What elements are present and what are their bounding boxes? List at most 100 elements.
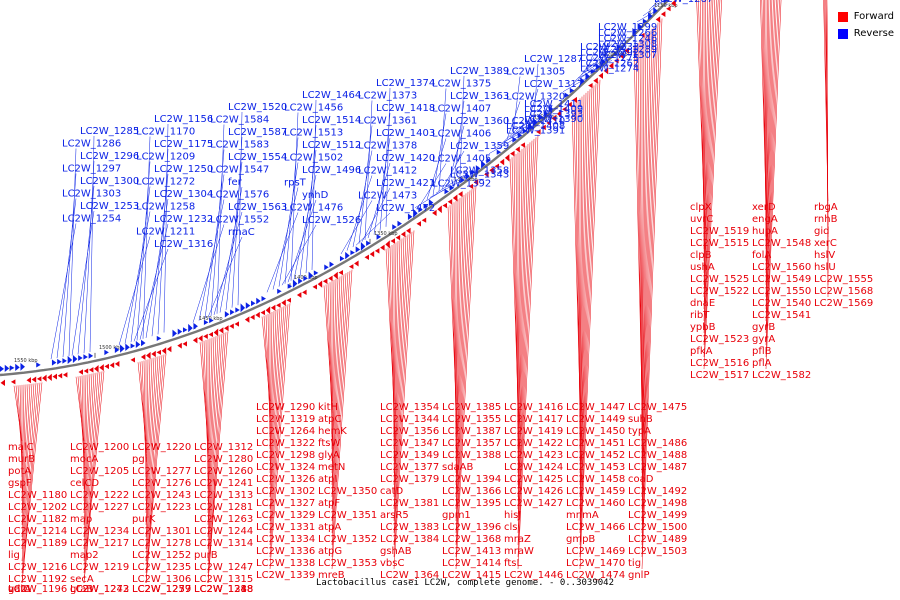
gene-label-lc2w_1387: LC2W_1387 bbox=[442, 426, 501, 437]
tick-label: 1500 kbp bbox=[99, 345, 123, 351]
forward-gene-arrow bbox=[296, 292, 302, 298]
label-leader bbox=[568, 68, 595, 87]
gene-label-lc2w_1587: LC2W_1587 bbox=[228, 127, 287, 138]
gene-label-lc2w_1355: LC2W_1355 bbox=[442, 414, 501, 425]
label-leader bbox=[83, 371, 103, 584]
label-leader bbox=[637, 42, 643, 426]
label-leader bbox=[703, 0, 707, 262]
label-leader bbox=[145, 354, 165, 584]
gene-label-hslv: hslV bbox=[814, 250, 835, 261]
forward-gene-arrow bbox=[562, 106, 567, 112]
label-leader bbox=[207, 331, 229, 584]
gene-label-lc2w_1385: LC2W_1385 bbox=[442, 402, 501, 413]
label-leader bbox=[393, 238, 403, 498]
label-leader bbox=[50, 223, 77, 360]
gene-label-lc2w_1170: LC2W_1170 bbox=[136, 127, 195, 138]
gene-label-pgi: pgi bbox=[132, 454, 147, 465]
gene-label-hisj: hisJ bbox=[504, 510, 521, 521]
label-leader bbox=[269, 310, 277, 486]
label-leader bbox=[118, 236, 151, 346]
reverse-gene-arrow bbox=[653, 7, 658, 15]
gene-label-lc2w_1513: LC2W_1513 bbox=[284, 128, 343, 139]
reverse-gene-arrow bbox=[517, 132, 523, 139]
gene-label-lc2w_1260: LC2W_1260 bbox=[194, 466, 253, 477]
gene-label-lc2w_1266: LC2W_1266 bbox=[598, 28, 657, 39]
forward-gene-arrow bbox=[0, 379, 5, 387]
label-leader bbox=[77, 185, 95, 355]
gene-label-lc2w_1450: LC2W_1450 bbox=[566, 426, 625, 437]
gene-label-lc2w_1314: LC2W_1314 bbox=[194, 538, 253, 549]
label-leader bbox=[207, 335, 219, 550]
gene-label-gyra: gyrA bbox=[752, 334, 775, 345]
reverse-gene-arrow bbox=[329, 261, 335, 268]
forward-gene-arrow bbox=[494, 163, 499, 169]
label-leader bbox=[216, 124, 225, 314]
reverse-gene-arrow bbox=[182, 327, 188, 333]
gene-label-hupa: hupA bbox=[752, 226, 778, 237]
label-leader bbox=[579, 83, 597, 546]
forward-gene-arrow bbox=[520, 142, 525, 148]
gene-label-lc2w_1555: LC2W_1555 bbox=[814, 274, 873, 285]
reverse-gene-arrow bbox=[360, 241, 366, 251]
label-leader bbox=[269, 303, 291, 570]
gene-label-lc2w_1339: LC2W_1339 bbox=[256, 570, 315, 581]
gene-label-gnlp: gnlP bbox=[628, 570, 650, 581]
gene-label-ypbb: ypbB bbox=[690, 322, 716, 333]
reverse-gene-arrow bbox=[585, 72, 590, 81]
forward-gene-arrow bbox=[26, 377, 31, 384]
gene-label-lc2w_1426: LC2W_1426 bbox=[504, 486, 563, 497]
gene-label-lc2w_1583: LC2W_1583 bbox=[210, 140, 269, 151]
forward-gene-arrow bbox=[385, 240, 390, 249]
label-leader bbox=[589, 48, 613, 68]
forward-gene-arrow bbox=[671, 0, 676, 8]
forward-gene-arrow bbox=[510, 150, 515, 157]
gene-label-ftsw: ftsW bbox=[318, 438, 340, 449]
gene-label-lc2w_1540: LC2W_1540 bbox=[752, 298, 811, 309]
gene-label-lc2w_1456: LC2W_1456 bbox=[284, 103, 343, 114]
reverse-gene-arrow bbox=[125, 343, 130, 351]
reverse-gene-arrow bbox=[135, 340, 141, 349]
gene-label-lc2w_1211: LC2W_1211 bbox=[136, 227, 195, 238]
forward-gene-arrow bbox=[437, 205, 442, 214]
gene-label-lc2w_1250: LC2W_1250 bbox=[154, 164, 213, 175]
gene-label-lc2w_1305: LC2W_1305 bbox=[506, 67, 565, 78]
gene-label-lc2w_1242: LC2W_1242 bbox=[70, 584, 129, 595]
reverse-gene-arrow bbox=[355, 246, 361, 253]
gene-label-lc2w_1359: LC2W_1359 bbox=[450, 141, 509, 152]
gene-label-lc2w_1492: LC2W_1492 bbox=[628, 486, 687, 497]
gene-label-lc2w_1470: LC2W_1470 bbox=[566, 558, 625, 569]
label-leader bbox=[579, 96, 583, 462]
forward-gene-arrow bbox=[567, 101, 572, 108]
gene-label-lc2w_1290: LC2W_1290 bbox=[256, 402, 315, 413]
label-leader bbox=[207, 334, 221, 562]
forward-gene-arrow bbox=[218, 327, 224, 334]
reverse-gene-arrow bbox=[20, 362, 25, 371]
gene-label-lc2w_1347: LC2W_1347 bbox=[380, 438, 439, 449]
label-leader bbox=[765, 0, 779, 346]
forward-gene-arrow bbox=[489, 166, 494, 174]
gene-label-lc2w_1264: LC2W_1264 bbox=[256, 426, 315, 437]
gene-label-gpm1: gpm1 bbox=[442, 510, 471, 521]
label-leader bbox=[213, 211, 243, 315]
gene-label-pfka: pfkA bbox=[690, 346, 713, 357]
gene-label-lc2w_1474: LC2W_1474 bbox=[566, 570, 625, 581]
reverse-gene-arrow bbox=[313, 270, 319, 276]
gene-label-coad: coaD bbox=[628, 474, 654, 485]
label-leader bbox=[393, 237, 405, 510]
reverse-gene-arrow bbox=[449, 184, 455, 191]
gene-label-vbsc: vbsC bbox=[380, 558, 404, 569]
gene-label-kith: kitH bbox=[318, 402, 338, 413]
gene-label-lc2w_1254: LC2W_1254 bbox=[62, 214, 121, 225]
gene-label-lc2w_1180: LC2W_1180 bbox=[8, 490, 67, 501]
label-leader bbox=[269, 311, 273, 462]
gene-label-lc2w_1377: LC2W_1377 bbox=[380, 462, 439, 473]
gene-label-lc2w_1576: LC2W_1576 bbox=[210, 190, 269, 201]
legend-forward-label: Forward bbox=[853, 11, 894, 22]
forward-gene-arrow bbox=[208, 331, 213, 338]
label-leader bbox=[762, 0, 767, 226]
reverse-gene-arrow bbox=[235, 307, 240, 313]
gene-label-lc2w_1472: LC2W_1472 bbox=[376, 203, 435, 214]
label-leader bbox=[231, 136, 243, 308]
gene-label-lc2w_1391: LC2W_1391 bbox=[506, 126, 565, 137]
gene-label-lc2w_1417: LC2W_1417 bbox=[504, 414, 563, 425]
